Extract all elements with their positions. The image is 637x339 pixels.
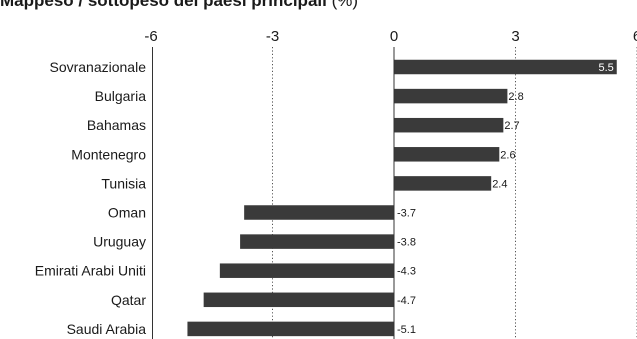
bar bbox=[394, 176, 492, 191]
data-label: -4.3 bbox=[397, 266, 416, 278]
data-label: -5.1 bbox=[397, 324, 416, 336]
bar bbox=[219, 263, 394, 278]
data-label: 2.8 bbox=[508, 91, 523, 103]
bar bbox=[394, 117, 504, 133]
x-tick-label: -3 bbox=[266, 28, 279, 45]
data-label: -4.7 bbox=[397, 295, 416, 307]
category-label: Tunisia bbox=[101, 175, 146, 191]
data-label: 2.6 bbox=[500, 149, 515, 161]
bar bbox=[394, 147, 500, 162]
axis-lines bbox=[152, 47, 395, 339]
data-label: 2.4 bbox=[492, 178, 507, 190]
category-labels: Sovranazionale Bulgaria Bahamas Montenegro T… bbox=[35, 59, 147, 337]
category-label: Saudi Arabia bbox=[67, 321, 147, 337]
category-label: Bahamas bbox=[87, 117, 146, 133]
x-tick-label: 0 bbox=[390, 28, 398, 45]
category-label: Bulgaria bbox=[95, 88, 147, 104]
chart-title-unit: (%) bbox=[331, 0, 359, 10]
category-label: Sovranazionale bbox=[49, 59, 146, 75]
category-label: Montenegro bbox=[71, 146, 146, 162]
x-tick-label: -6 bbox=[144, 28, 157, 45]
bar bbox=[203, 292, 394, 308]
x-tick-labels: -6 -3 0 3 6 bbox=[144, 28, 637, 45]
data-label: -3.7 bbox=[397, 208, 416, 220]
category-label: Emirati Arabi Uniti bbox=[35, 263, 146, 279]
data-label: 5.5 bbox=[598, 62, 613, 74]
data-label: -3.8 bbox=[397, 237, 416, 249]
bar bbox=[244, 205, 394, 220]
bar bbox=[394, 88, 508, 104]
chart-title: Mappeso / sottopeso dei paesi principali… bbox=[0, 0, 358, 11]
bar bbox=[240, 234, 394, 249]
bar bbox=[187, 321, 394, 337]
x-tick-label: 3 bbox=[511, 28, 519, 45]
x-tick-label: 6 bbox=[633, 28, 637, 45]
grid-lines bbox=[272, 47, 637, 339]
category-label: Qatar bbox=[111, 292, 146, 308]
data-label: 2.7 bbox=[504, 120, 519, 132]
bar bbox=[394, 59, 617, 75]
bars bbox=[187, 59, 617, 337]
data-labels: 5.5 2.8 2.7 2.6 2.4 -3.7 -3.8 -4.3 -4.7 -5.1 bbox=[397, 62, 614, 336]
category-label: Oman bbox=[108, 205, 146, 221]
category-label: Uruguay bbox=[93, 234, 146, 250]
chart-title-main: Mappeso / sottopeso dei paesi principali bbox=[0, 0, 327, 10]
